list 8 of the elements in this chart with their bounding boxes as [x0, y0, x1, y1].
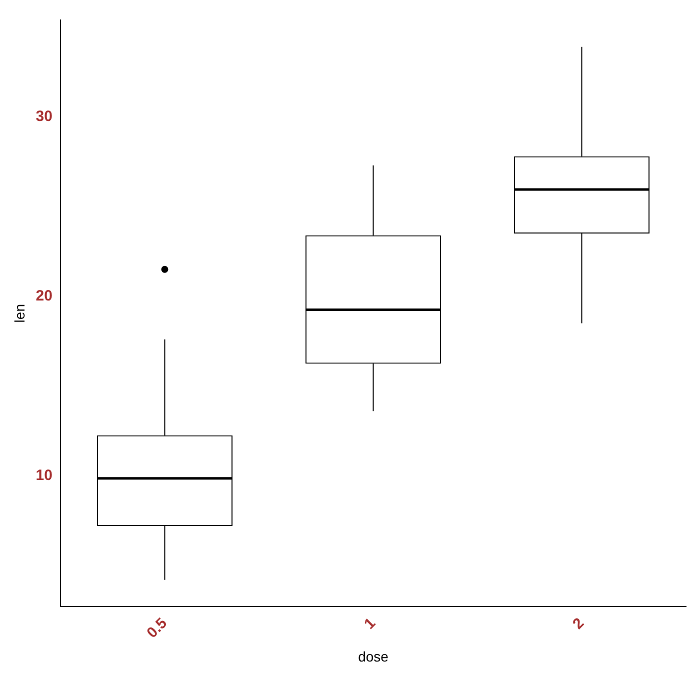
x-tick-label: 2 — [570, 614, 588, 633]
y-axis-title: len — [11, 304, 28, 323]
x-tick-label: 1 — [361, 614, 379, 633]
y-tick-label: 10 — [36, 466, 52, 484]
y-tick-label: 30 — [36, 108, 52, 126]
y-tick-label: 20 — [36, 287, 52, 304]
x-tick-label: 0.5 — [144, 614, 170, 642]
x-axis-title: dose — [358, 648, 389, 664]
